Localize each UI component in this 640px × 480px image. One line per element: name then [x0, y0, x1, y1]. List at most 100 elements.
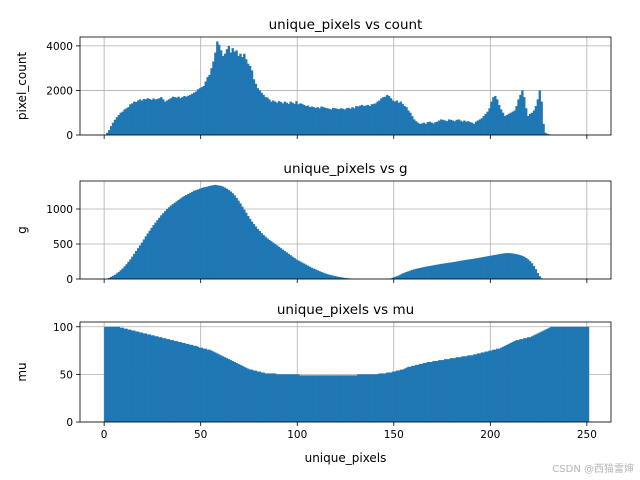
- bar: [380, 373, 383, 422]
- bar: [331, 375, 335, 422]
- bar: [243, 366, 246, 422]
- bar: [519, 255, 522, 279]
- bar: [125, 108, 128, 135]
- bar: [144, 333, 148, 422]
- bar: [432, 361, 435, 422]
- bar: [283, 251, 287, 279]
- bar: [208, 185, 211, 279]
- bar: [490, 350, 493, 422]
- bar: [175, 97, 178, 135]
- bar: [264, 373, 267, 422]
- bar: [233, 362, 236, 422]
- bar: [411, 269, 414, 279]
- bar: [353, 108, 356, 135]
- bar: [301, 375, 304, 422]
- bar: [455, 119, 458, 135]
- bar: [494, 96, 497, 135]
- bar: [482, 116, 485, 135]
- bar: [349, 375, 352, 422]
- bar: [268, 99, 271, 135]
- bar: [210, 185, 213, 279]
- bar: [125, 328, 128, 422]
- bar: [287, 253, 290, 279]
- bar: [544, 132, 547, 135]
- bar: [366, 104, 370, 135]
- bar: [335, 108, 339, 135]
- bar: [532, 110, 536, 135]
- bar: [422, 362, 426, 422]
- bar: [517, 254, 520, 279]
- bar: [308, 107, 312, 135]
- bar: [498, 254, 501, 279]
- bar: [584, 326, 588, 422]
- bar: [266, 238, 269, 279]
- bar: [511, 111, 514, 135]
- bar: [445, 263, 449, 279]
- bar: [443, 263, 447, 279]
- bar: [163, 338, 167, 422]
- bar: [521, 339, 524, 422]
- bar: [266, 373, 269, 422]
- bar: [424, 123, 427, 135]
- bar: [138, 245, 142, 279]
- bar: [293, 103, 296, 135]
- bar: [542, 123, 545, 135]
- bar: [179, 342, 182, 422]
- bar: [133, 330, 136, 422]
- bar: [274, 101, 277, 135]
- bar: [160, 215, 163, 279]
- bar: [503, 253, 507, 279]
- bar: [252, 79, 256, 135]
- bar: [320, 106, 323, 135]
- bar: [387, 372, 391, 422]
- bar: [119, 112, 122, 135]
- bar: [409, 366, 412, 422]
- bar: [289, 374, 292, 422]
- bar: [181, 197, 184, 279]
- bar: [214, 184, 217, 279]
- bar: [144, 99, 148, 135]
- bar: [478, 353, 482, 422]
- bar: [443, 359, 447, 422]
- bar: [326, 375, 329, 422]
- bar: [223, 187, 227, 279]
- ticks: 0 2000 4000: [46, 41, 588, 142]
- bar: [416, 122, 420, 135]
- bar: [426, 266, 429, 279]
- bar: [123, 328, 126, 422]
- bar: [239, 203, 242, 279]
- bar: [393, 276, 397, 279]
- bar: [177, 96, 180, 135]
- bar: [268, 239, 271, 279]
- bar: [297, 260, 300, 279]
- bar: [171, 96, 175, 135]
- bar: [509, 112, 512, 135]
- bar: [303, 104, 306, 135]
- bar: [389, 372, 393, 422]
- bar: [129, 259, 132, 279]
- bar: [152, 335, 155, 422]
- bar: [420, 123, 424, 135]
- bar: [260, 92, 263, 135]
- bar: [308, 266, 312, 279]
- bar: [231, 361, 234, 422]
- bar: [179, 198, 182, 279]
- bar: [378, 373, 381, 422]
- bar: [380, 98, 383, 135]
- bar: [173, 97, 176, 135]
- bar: [163, 211, 167, 279]
- bar: [177, 199, 180, 279]
- bar: [445, 121, 449, 135]
- bar: [133, 253, 136, 279]
- bar: [469, 122, 472, 135]
- bar: [428, 362, 431, 422]
- bar: [191, 191, 194, 279]
- bar: [279, 248, 283, 279]
- bar: [447, 262, 451, 279]
- bar: [310, 106, 314, 135]
- bar: [291, 374, 294, 422]
- bar: [233, 195, 236, 279]
- bar: [187, 343, 190, 422]
- bar: [569, 326, 572, 422]
- bar: [430, 122, 433, 135]
